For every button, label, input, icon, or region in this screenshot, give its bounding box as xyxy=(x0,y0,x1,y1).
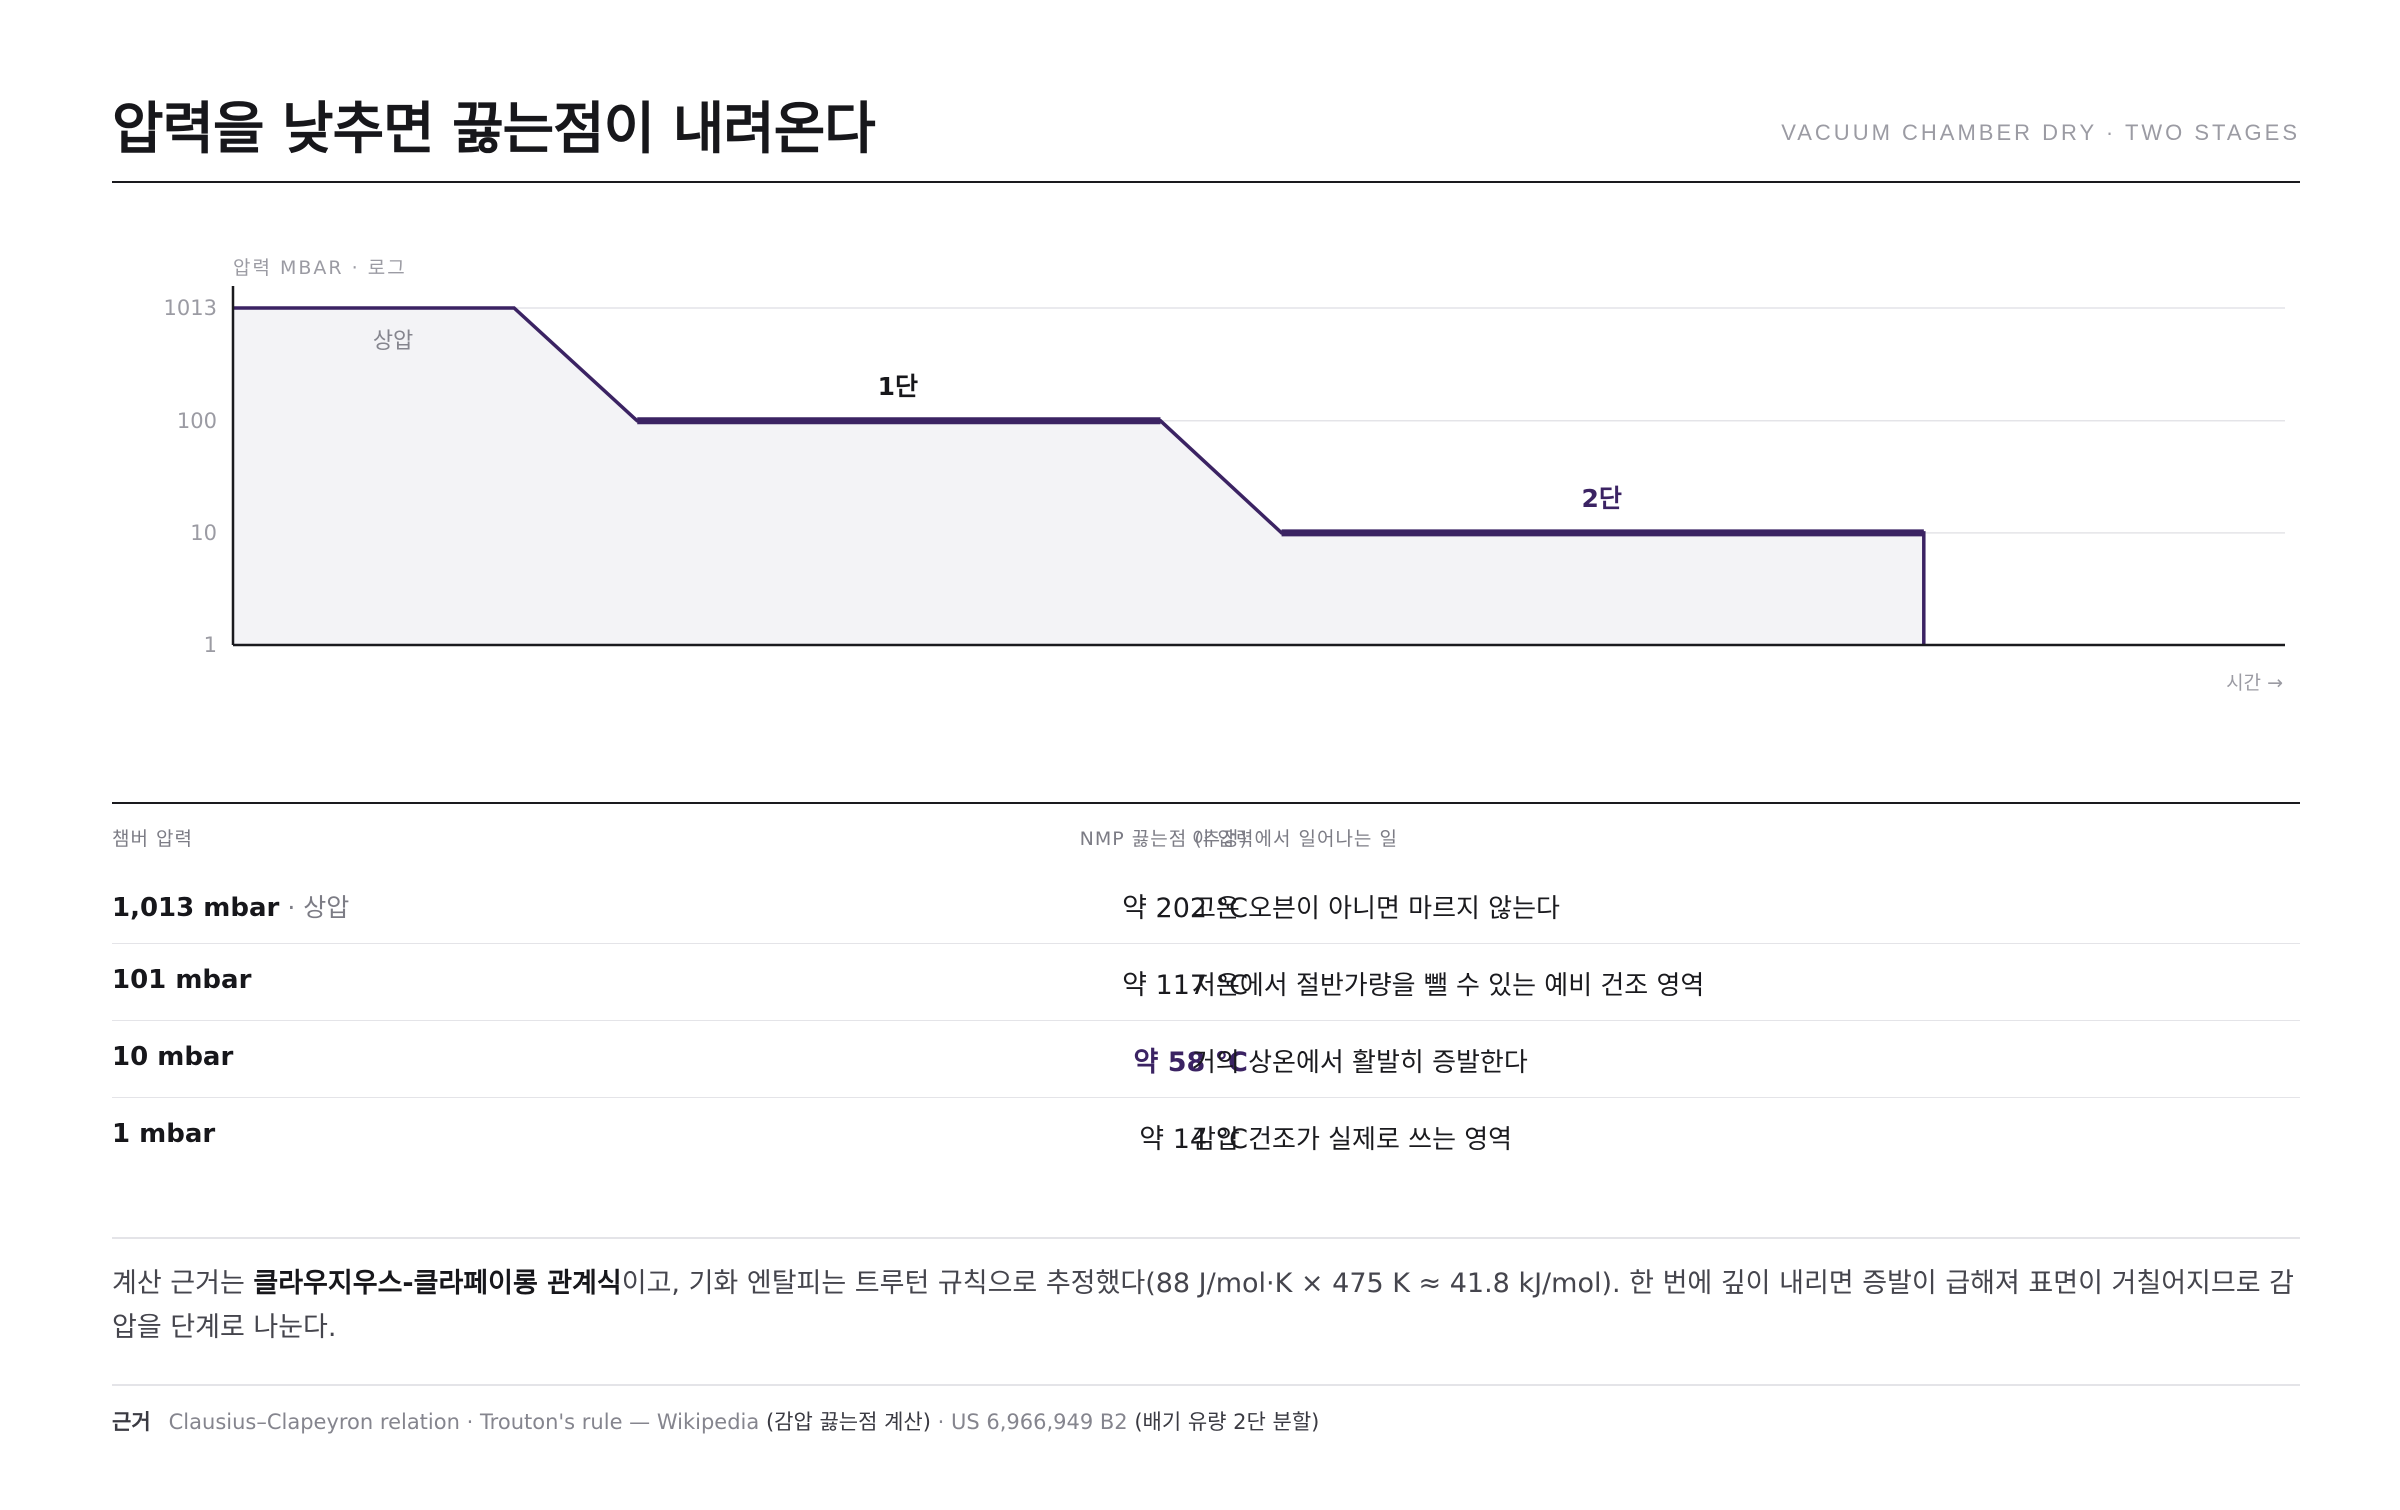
y-axis-label: 압력 MBAR · 로그 xyxy=(233,257,407,279)
y-tick-label: 10 xyxy=(190,521,217,545)
divider xyxy=(112,1384,2300,1386)
row-boiling-point: 약 117 °C xyxy=(1122,970,1248,1001)
source-label: 근거 xyxy=(112,1410,151,1434)
paragraph-text-rest: 이고, 기화 엔탈피는 트루턴 규칙으로 추정했다(88 J/mol·K × 4… xyxy=(112,1268,2294,1343)
source-ref-2: US 6,966,949 B2 xyxy=(950,1410,1128,1434)
table-top-rule xyxy=(112,802,2300,804)
table-header: 챔버 압력 NMP 끓는점 (추정) 이 압력에서 일어나는 일 xyxy=(112,824,2300,854)
source-line: 근거 Clausius–Clapeyron relation · Trouton'… xyxy=(112,1406,1319,1436)
source-ref-2-note: (배기 유량 2단 분할) xyxy=(1127,1410,1320,1434)
y-tick-label: 100 xyxy=(177,409,217,433)
table-row: 10 mbar 약 58 °C 거의 상온에서 활발히 증발한다 xyxy=(112,1020,2300,1098)
row-description: 고온 오븐이 아니면 마르지 않는다 xyxy=(1192,894,1560,924)
annotation-label: 1단 xyxy=(878,372,918,401)
explanation-paragraph: 계산 근거는 클라우지우스-클라페이롱 관계식이고, 기화 엔탈피는 트루턴 규… xyxy=(112,1262,2300,1350)
row-pressure: 1 mbar xyxy=(112,1119,216,1149)
table-row: 1 mbar 약 14 °C 감압 건조가 실제로 쓰는 영역 xyxy=(112,1097,2300,1174)
row-pressure: 101 mbar xyxy=(112,965,252,995)
source-ref-1: Clausius–Clapeyron relation · Trouton's … xyxy=(168,1410,760,1434)
table-row: 1,013 mbar · 상압 약 202 °C 고온 오븐이 아니면 마르지 … xyxy=(112,866,2300,944)
annotation-label: 상압 xyxy=(373,329,413,354)
row-pressure-note: · 상압 xyxy=(279,893,350,922)
row-pressure: 10 mbar xyxy=(112,1042,234,1072)
y-tick-label: 1 xyxy=(204,633,217,657)
annotations: 상압 1단 2단 xyxy=(373,329,1622,513)
row-description: 거의 상온에서 활발히 증발한다 xyxy=(1192,1048,1528,1078)
header-divider xyxy=(112,181,2300,183)
page-subtitle: VACUUM CHAMBER DRY · TWO STAGES xyxy=(1781,120,2300,145)
row-pressure: 1,013 mbar xyxy=(112,893,280,923)
row-description: 감압 건조가 실제로 쓰는 영역 xyxy=(1192,1125,1513,1155)
pressure-line xyxy=(233,306,1926,645)
header-description: 이 압력에서 일어나는 일 xyxy=(1192,828,1398,850)
pressure-chart: 1013 100 10 1 압력 MBAR · 로그 시간 → 상압 1단 2단 xyxy=(164,257,2285,694)
row-boiling-point-highlight: 약 58 °C xyxy=(1133,1047,1248,1078)
y-tick-label: 1013 xyxy=(164,296,217,320)
source-separator: · xyxy=(930,1410,951,1434)
source-ref-1-note: (감압 끓는점 계산) xyxy=(759,1410,931,1434)
pressure-area xyxy=(233,308,1924,645)
header-pressure: 챔버 압력 xyxy=(112,828,193,850)
row-boiling-point: 약 202 °C xyxy=(1122,893,1248,924)
page-title: 압력을 낮추면 끓는점이 내려온다 xyxy=(112,97,876,162)
y-tick-labels: 1013 100 10 1 xyxy=(164,296,217,657)
row-boiling-point: 약 14 °C xyxy=(1139,1124,1248,1155)
paragraph-text: 계산 근거는 xyxy=(112,1268,254,1299)
x-axis-label: 시간 → xyxy=(2226,672,2283,694)
paragraph-emphasis: 클라우지우스-클라페이롱 관계식 xyxy=(253,1268,622,1299)
row-description: 저온에서 절반가량을 뺄 수 있는 예비 건조 영역 xyxy=(1192,971,1705,1001)
header-boiling: NMP 끓는점 (추정) xyxy=(1079,828,1248,850)
table-row: 101 mbar 약 117 °C 저온에서 절반가량을 뺄 수 있는 예비 건… xyxy=(112,943,2300,1021)
annotation-label: 2단 xyxy=(1581,484,1621,513)
divider xyxy=(112,1237,2300,1239)
